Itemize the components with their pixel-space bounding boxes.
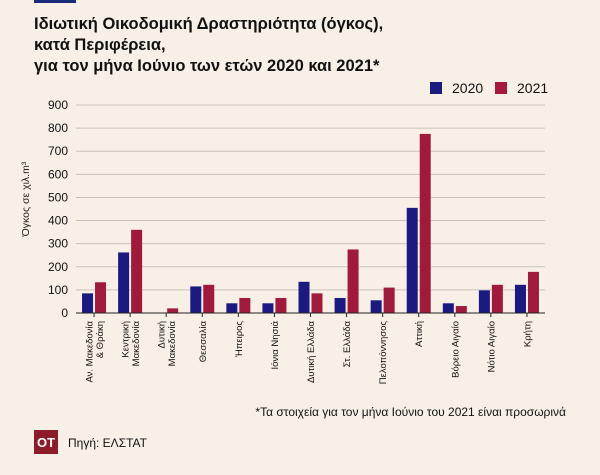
chart-title: Ιδιωτική Οικοδομική Δραστηριότητα (όγκος… [34,14,383,77]
y-tick-label-800: 800 [48,121,68,135]
y-tick-label-400: 400 [48,214,68,228]
y-tick-label-900: 900 [48,98,68,112]
x-tick-label-12: Κρήτη [522,321,533,347]
y-tick-label-700: 700 [48,144,68,158]
bar-2020-1 [118,252,130,313]
x-tick-label-5: Ιόνια Νησιά [270,320,281,369]
bar-chart: 0 100 200 300 400 500 600 700 800 900 Αν. Μακεδονί… [48,98,545,385]
bar-2021-12 [527,271,539,313]
legend-swatch-2021 [495,82,507,94]
x-tick-label-11: Νότιο Αιγαίο [486,321,497,372]
legend-swatch-2020 [430,82,442,94]
x-tick-label-7: Στ. Ελλάδα [342,320,353,367]
bar-2021-5 [275,297,287,313]
legend-label-2021: 2021 [517,80,549,96]
bar-2021-11 [491,284,503,313]
bar-2020-7 [334,297,346,313]
x-tick-label-9: Αττική [414,321,425,347]
y-tick-label-300: 300 [48,237,68,251]
bar-2021-3 [203,284,215,313]
x-tick-label-1: ΚεντρικήΜακεδονία [120,321,142,367]
bar-2021-8 [383,287,395,313]
chart-legend: 2020 2021 [0,80,600,96]
source-text: Πηγή: ΕΛΣΤΑΤ [68,436,148,450]
bar-2021-6 [311,293,323,313]
chart-title-line-1: Ιδιωτική Οικοδομική Δραστηριότητα (όγκος… [34,15,384,33]
y-tick-label-0: 0 [61,306,68,320]
bar-2020-11 [478,290,490,313]
chart-title-line-3: για τον μήνα Ιούνιο των ετών 2020 και 20… [34,57,380,75]
bar-2020-0 [82,293,94,313]
bar-2020-6 [298,281,310,313]
x-tick-label-3: Θεσσαλία [198,320,209,362]
bar-2021-2 [167,308,179,313]
bar-2020-5 [262,303,274,313]
legend-item-2020: 2020 [430,80,483,96]
bar-2021-4 [239,297,251,313]
ot-logo: ΟΤ [34,430,58,454]
bar-2020-3 [190,286,202,313]
x-tick-label-4: Ήπειρος [234,321,245,359]
x-tick-label-6: Δυτική Ελλάδα [306,320,317,383]
x-tick-label-10: Βόρειο Αιγαίο [450,321,461,378]
y-tick-label-200: 200 [48,260,68,274]
bar-2021-7 [347,249,359,313]
bar-2020-8 [370,300,382,313]
bar-2021-0 [95,282,107,313]
y-tick-label-100: 100 [48,283,68,297]
bar-2021-10 [455,306,467,313]
legend-item-2021: 2021 [495,80,548,96]
footnote: *Τα στοιχεία για τον μήνα Ιούνιο του 202… [255,405,566,419]
x-tick-label-8: Πελοπόννησος [378,321,389,385]
x-tick-label-2: ΔυτικήΜακεδονία [156,321,178,367]
bar-2020-4 [226,303,238,313]
chart-title-line-2: κατά Περιφέρεια, [34,36,166,54]
bar-2021-1 [131,229,143,313]
y-tick-label-600: 600 [48,167,68,181]
bar-2020-10 [442,303,454,313]
x-tick-label-0: Αν. Μακεδονία& Θράκη [84,320,106,382]
bar-2020-12 [514,284,526,313]
y-tick-label-500: 500 [48,190,68,204]
bar-2020-9 [406,207,418,313]
top-accent-rule [34,0,76,3]
bar-2021-9 [419,133,431,313]
legend-label-2020: 2020 [452,80,484,96]
